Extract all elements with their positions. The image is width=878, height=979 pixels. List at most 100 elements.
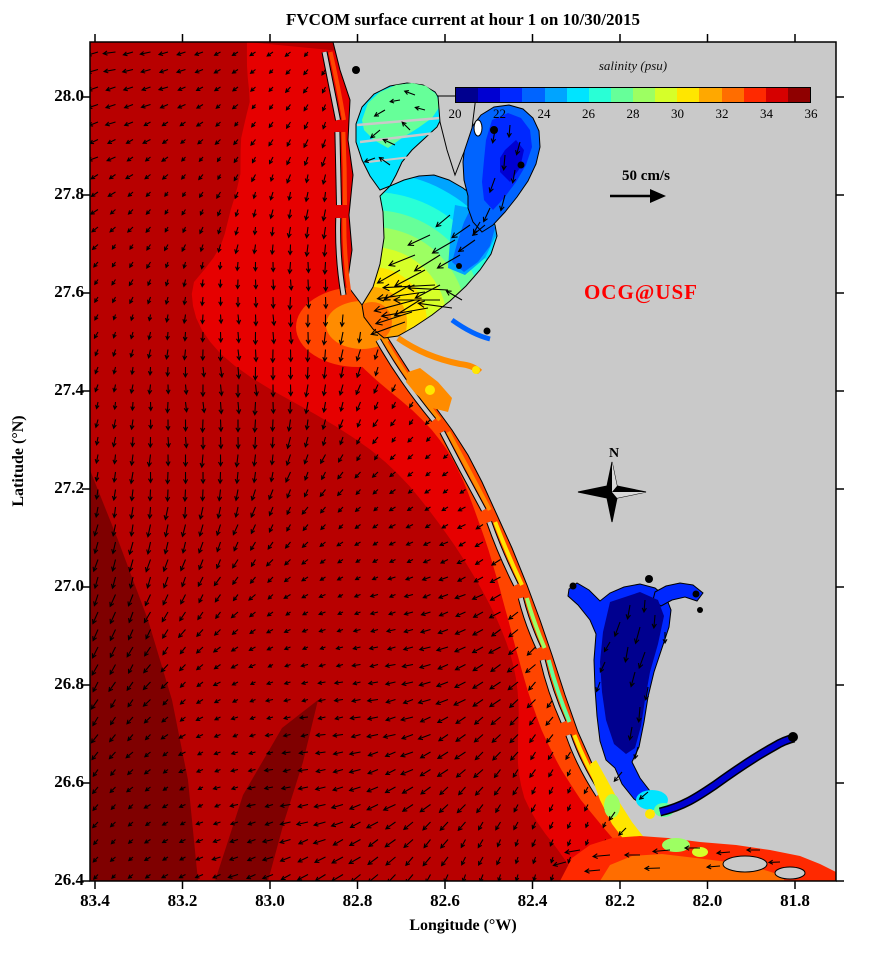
gulf-current-arrow [455,716,466,725]
gulf-current-arrow [401,804,414,812]
lagoon-strip [328,51,346,121]
gulf-current-arrow [112,454,118,465]
gulf-current-arrow [199,454,205,469]
gulf-current-arrow [288,331,294,345]
bay-current-arrow [767,859,781,865]
y-tick-label: 27.8 [54,184,84,203]
gulf-current-arrow [264,698,274,703]
gulf-current-arrow [287,296,293,311]
gulf-current-arrow [357,331,363,344]
gulf-current-arrow [459,489,466,494]
gulf-current-arrow [348,768,361,774]
gulf-current-arrow [455,611,466,618]
gulf-current-arrow [211,856,221,861]
gulf-current-arrow [246,785,256,791]
gulf-current-arrow [165,366,171,378]
gulf-current-arrow [338,419,344,430]
gulf-current-arrow [216,191,221,199]
gulf-current-arrow [437,593,449,599]
gulf-current-arrow [127,734,134,742]
bay-current-arrow [613,771,623,783]
gulf-current-arrow [567,804,572,812]
gulf-current-arrow [490,716,501,726]
gulf-current-arrow [94,296,99,304]
gulf-current-arrow [424,454,431,460]
gulf-current-arrow [305,366,311,380]
gulf-current-arrow [162,751,169,757]
gulf-current-arrow [147,349,152,360]
gulf-current-arrow [454,593,466,600]
gulf-current-arrow [178,734,186,739]
gulf-current-arrow [370,628,379,633]
gulf-current-arrow [388,524,396,529]
bay-current-arrow [515,141,521,156]
gulf-current-arrow [233,174,239,182]
gulf-current-arrow [312,821,326,827]
gulf-current-arrow [180,139,186,145]
gulf-current-arrow [195,838,204,844]
gulf-current-arrow [333,680,344,686]
gulf-current-arrow [297,767,309,773]
gulf-current-arrow [297,803,309,809]
gulf-current-arrow [302,86,309,94]
gulf-current-arrow [336,628,344,633]
gulf-current-arrow [162,786,169,791]
gulf-current-arrow [440,839,449,849]
gulf-current-arrow [436,716,449,724]
gulf-current-arrow [441,506,449,512]
gulf-current-arrow [286,419,292,432]
gulf-current-arrow [164,191,169,198]
gulf-current-arrow [437,663,449,670]
bay-current-arrow [370,321,406,336]
little-manatee-river [450,317,491,342]
gulf-current-arrow [266,611,274,617]
gulf-current-arrow [492,751,501,761]
gulf-current-arrow [387,576,396,581]
gulf-current-arrow [442,454,449,459]
colorbar-segment [699,88,722,102]
plot-frame [89,41,837,882]
colorbar-tick-label: 22 [493,106,506,121]
gulf-current-arrow [246,838,256,844]
gulf-current-arrow [213,716,221,721]
gulf-current-arrow [297,856,309,863]
gulf-current-arrow [148,401,153,412]
causeway-bridge [367,155,421,163]
gulf-current-arrow [338,331,344,346]
gulf-current-arrow [531,821,537,830]
gulf-current-arrow [419,804,431,813]
gulf-current-arrow [124,174,134,180]
gulf-current-arrow [213,751,221,756]
gulf-current-arrow [491,734,501,743]
gulf-current-arrow [284,663,291,668]
gulf-current-arrow [304,244,310,258]
gulf-current-arrow [129,524,135,537]
gulf-current-arrow [385,698,396,704]
gulf-current-arrow [438,576,449,582]
gulf-current-arrow [366,715,379,721]
pine-island-sound [590,760,655,858]
lagoon-strip [341,131,348,206]
gulf-current-arrow [215,121,221,127]
gulf-current-arrow [321,226,327,240]
gulf-current-arrow [253,261,258,272]
gulf-current-arrow [339,436,344,446]
gulf-current-arrow [301,559,309,565]
gulf-current-arrow [157,86,169,92]
gulf-current-arrow [530,751,536,761]
gulf-current-arrow [471,593,484,600]
gulf-current-arrow [270,419,276,433]
bay-current-arrow [641,599,647,614]
gulf-current-arrow [508,699,519,709]
gulf-current-arrow [234,471,240,485]
bay-current-arrow [387,254,416,267]
gulf-current-arrow [531,786,536,795]
gulf-current-arrow [283,698,291,703]
gulf-current-arrow [182,454,189,468]
gulf-current-arrow [250,489,257,502]
gulf-current-arrow [94,314,99,321]
gulf-current-arrow [252,209,257,218]
gulf-current-arrow [321,384,327,397]
gulf-current-arrow [109,821,116,828]
gulf-current-arrow [317,680,326,686]
